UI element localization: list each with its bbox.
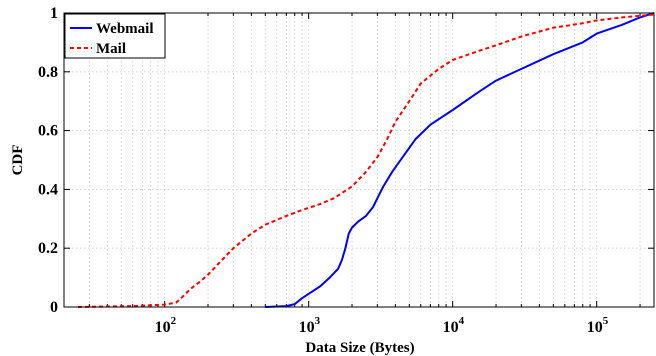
legend: Webmail Mail [64, 13, 166, 59]
y-tick-label: 0.4 [38, 181, 58, 198]
series-line-mail [77, 13, 655, 308]
series-line-webmail [265, 12, 655, 308]
legend-label-mail: Mail [96, 41, 126, 57]
y-tick-label: 0.2 [38, 240, 58, 257]
y-tick-label: 1 [50, 5, 58, 22]
legend-box [64, 13, 166, 59]
y-tick-label: 0.6 [38, 123, 58, 140]
plot-frame [63, 12, 655, 308]
grid-lines [63, 12, 654, 308]
x-axis-label: Data Size (Bytes) [305, 340, 414, 356]
y-tick-label: 0.8 [38, 64, 58, 81]
x-tick-label: 103 [299, 315, 321, 336]
x-tick-label: 102 [155, 315, 177, 336]
legend-label-webmail: Webmail [96, 21, 154, 37]
x-tick-label: 105 [587, 315, 609, 336]
tick-labels: 0 0.2 0.4 0.6 0.8 1 102 103 104 105 [38, 5, 609, 336]
y-tick-label: 0 [50, 299, 58, 316]
series-lines [77, 12, 655, 308]
x-tick-label: 104 [443, 315, 465, 336]
y-axis-label: CDF [10, 145, 26, 176]
